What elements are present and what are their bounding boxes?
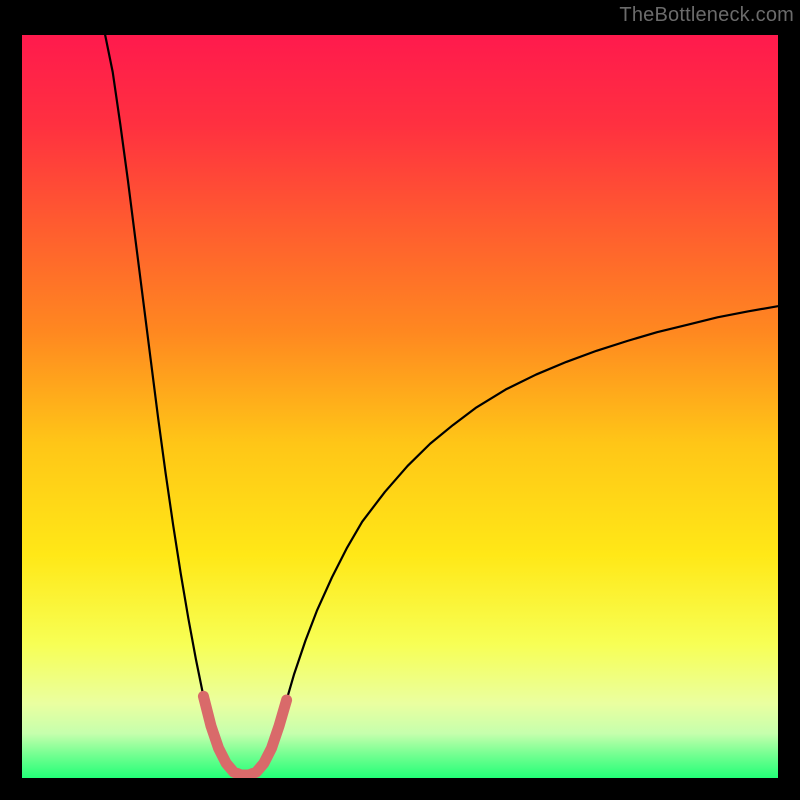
main-curve bbox=[105, 35, 778, 775]
watermark-text: TheBottleneck.com bbox=[619, 4, 794, 27]
chart-svg bbox=[22, 35, 778, 778]
plot-area bbox=[22, 35, 778, 778]
outer-frame: TheBottleneck.com bbox=[0, 0, 800, 800]
marker-overlay bbox=[203, 696, 286, 775]
